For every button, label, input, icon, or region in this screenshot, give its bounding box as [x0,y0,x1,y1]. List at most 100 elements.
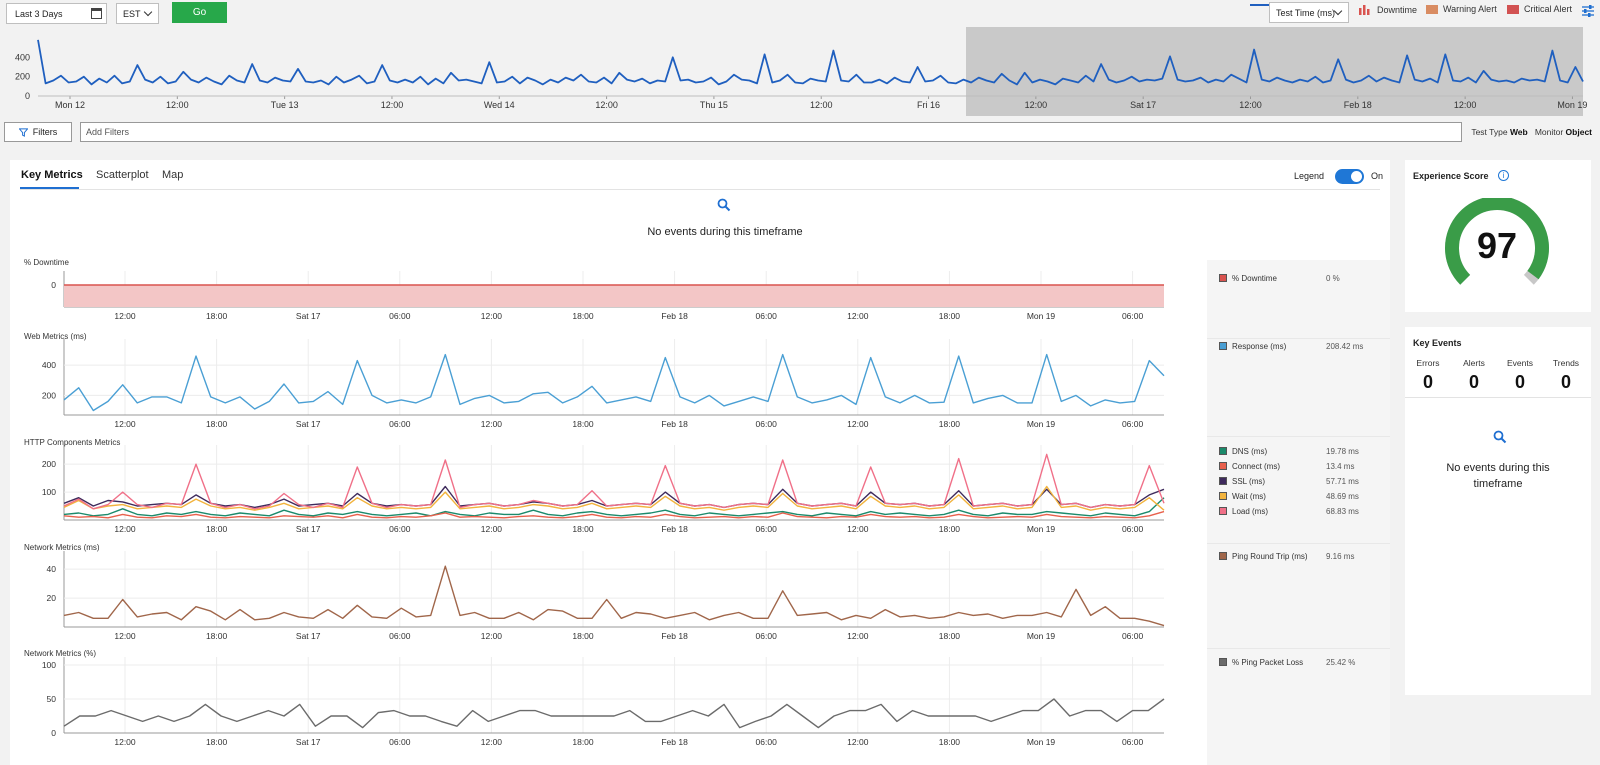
test-type-label: Test Type [1471,127,1508,137]
metric-chart-2: HTTP Components Metrics 12:00 18:00 Sat 17 0… [24,438,1165,534]
overview-x-tick: Mon 19 [1557,100,1587,110]
tab-scatterplot[interactable]: Scatterplot [96,169,149,181]
experience-score-value: 97 [1476,225,1518,266]
metric-chart-4: Network Metrics (%) 12:00 18:00 Sat 17 06:00… [24,649,1165,747]
y-tick-label: 100 [42,660,56,670]
key-events-divider [1405,397,1591,398]
x-tick-label: 18:00 [206,631,228,641]
timezone-select[interactable]: EST [116,3,159,24]
legend-swatch [1219,462,1227,470]
events-label: Events [1507,358,1533,368]
metric-chart-3: Network Metrics (ms) 12:00 18:00 Sat 17 06:0… [24,543,1165,641]
series-line-connect-ms- [63,510,1165,519]
tab-key-metrics[interactable]: Key Metrics [21,169,83,181]
go-button[interactable]: Go [172,2,227,23]
x-tick-label: 12:00 [847,631,869,641]
calendar-icon[interactable] [91,8,102,19]
key-events-card: Key Events Errors 0 Alerts 0 Events 0 Tr… [1405,327,1591,695]
overview-timeline-chart[interactable]: 400 200 0 Mon 12 12:00 Tue 13 12:00 Wed 14 12:0… [0,26,1600,116]
legend-swatch [1219,658,1227,666]
x-tick-label: Sat 17 [296,524,321,534]
series-line-ping-round-trip-ms- [63,565,1165,627]
x-tick-label: Mon 19 [1027,737,1056,747]
x-tick-label: Mon 19 [1027,311,1056,321]
y-tick-label: 40 [47,564,57,574]
legend-item-value: 13.4 ms [1326,461,1355,471]
x-tick-label: 18:00 [939,737,961,747]
y-tick-label: 0 [51,728,56,738]
x-tick-label: Sat 17 [296,737,321,747]
x-tick-label: 06:00 [756,311,778,321]
sliders-icon[interactable] [1582,5,1594,17]
x-tick-label: 18:00 [206,524,228,534]
legend-item[interactable]: SSL (ms) 57.71 ms [1219,475,1359,487]
tab-map[interactable]: Map [162,169,184,181]
legend-item[interactable]: Ping Round Trip (ms) 9.16 ms [1219,550,1354,562]
trends-count[interactable]: Trends 0 [1543,358,1589,393]
legend-group-downtime [1207,260,1390,330]
x-tick-label: 06:00 [756,737,778,747]
errors-count[interactable]: Errors 0 [1405,358,1451,393]
x-tick-label: 06:00 [756,419,778,429]
x-tick-label: 06:00 [756,524,778,534]
overview-x-tick: 12:00 [1454,100,1477,110]
legend-downtime: Downtime [1358,4,1417,15]
legend-item[interactable]: Response (ms) 208.42 ms [1219,340,1363,352]
legend-item[interactable]: Load (ms) 68.83 ms [1219,505,1359,517]
overview-x-tick: Thu 15 [700,100,728,110]
filters-button[interactable]: Filters [4,122,72,142]
x-tick-label: Feb 18 [661,737,688,747]
x-tick-label: 18:00 [572,524,594,534]
x-tick-label: 18:00 [206,311,228,321]
x-tick-label: 12:00 [114,631,136,641]
legend-downtime-label: Downtime [1377,4,1418,15]
legend-warning-alert: Warning Alert [1426,4,1497,14]
alerts-label: Alerts [1463,358,1485,368]
time-range-select[interactable]: Last 3 Days [6,3,107,24]
legend-item-value: 57.71 ms [1326,476,1359,486]
legend-item[interactable]: Connect (ms) 13.4 ms [1219,460,1354,472]
x-tick-label: Feb 18 [661,524,688,534]
key-events-empty-message: No events during this timeframe [1446,462,1550,490]
x-tick-label: 18:00 [939,419,961,429]
events-count[interactable]: Events 0 [1497,358,1543,393]
legend-group-network-pct [1207,648,1390,765]
y-tick-label: 50 [47,694,57,704]
legend-item[interactable]: Wait (ms) 48.69 ms [1219,490,1359,502]
overview-y-tick: 200 [15,72,30,82]
chart-title: % Downtime [24,258,69,267]
legend-swatch [1219,342,1227,350]
experience-score-title: Experience Score [1413,171,1489,181]
legend-item[interactable]: % Downtime 0 % [1219,272,1340,284]
legend-item-label: SSL (ms) [1232,476,1266,486]
overview-x-tick: Mon 12 [55,100,85,110]
bar-chart-icon [1359,5,1370,15]
overview-selection[interactable] [966,27,1583,116]
alerts-count[interactable]: Alerts 0 [1451,358,1497,393]
x-tick-label: 06:00 [389,631,411,641]
legend-item-label: DNS (ms) [1232,446,1268,456]
gauge-fill [1445,198,1549,285]
overview-x-tick: 12:00 [166,100,189,110]
x-tick-label: 12:00 [114,419,136,429]
y-tick-label: 400 [42,360,56,370]
errors-label: Errors [1416,358,1440,368]
series-line-dns-ms- [63,497,1165,517]
x-tick-label: 06:00 [389,737,411,747]
legend-item[interactable]: % Ping Packet Loss 25.42 % [1219,656,1355,668]
metric-select[interactable]: Test Time (ms) [1269,2,1349,23]
warning-swatch [1426,4,1438,14]
chevron-down-icon [1333,6,1343,16]
y-tick-label: 200 [42,390,56,400]
x-tick-label: Feb 18 [661,311,688,321]
alerts-value: 0 [1468,372,1479,392]
tabs-divider [20,189,1380,190]
overview-y-tick: 400 [15,52,30,62]
legend-item[interactable]: DNS (ms) 19.78 ms [1219,445,1359,457]
legend-toggle[interactable] [1335,169,1364,184]
add-filters-input[interactable] [80,122,1462,142]
info-icon[interactable]: i [1498,170,1509,181]
metric-chart-0: % Downtime 12:00 18:00 Sat 17 06:00 12:00 18:0… [24,258,1164,321]
overview-x-tick: Sat 17 [1130,100,1156,110]
chevron-down-icon [143,7,153,17]
